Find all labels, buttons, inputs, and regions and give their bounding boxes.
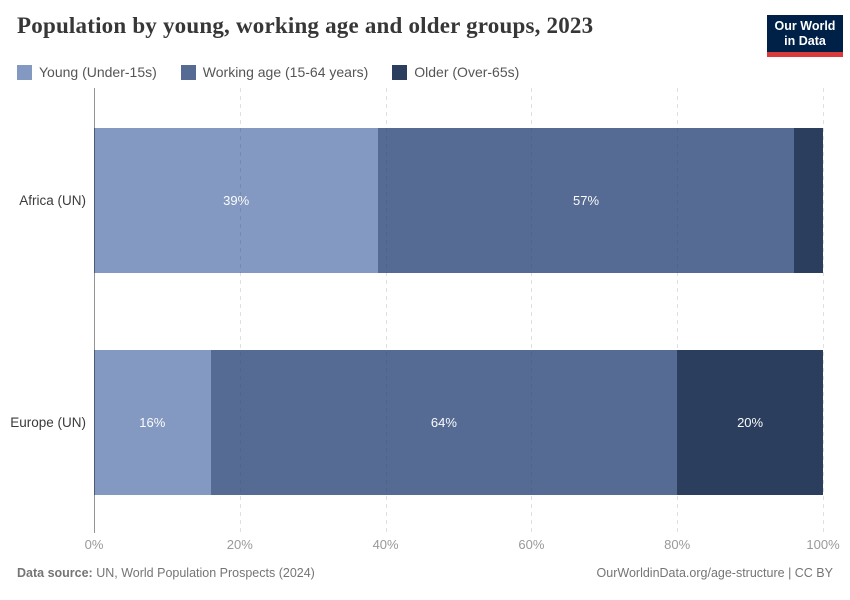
chart-title: Population by young, working age and old…: [17, 13, 594, 38]
owid-logo-line1: Our World: [774, 19, 836, 33]
gridline: [677, 88, 679, 533]
legend-swatch-icon: [180, 64, 196, 80]
x-tick-label: 40%: [372, 537, 399, 552]
legend-item[interactable]: Working age (15-64 years): [180, 64, 369, 80]
data-source-note: Data source: UN, World Population Prospe…: [17, 566, 315, 580]
bar-row: 16% 64% 20%: [94, 350, 823, 495]
bar-row: 39% 57%: [94, 128, 823, 273]
gridline: [239, 88, 241, 533]
bar-segment[interactable]: 64%: [210, 350, 678, 495]
y-axis-category-label: Africa (UN): [19, 192, 86, 208]
x-tick-label: 0%: [84, 537, 104, 552]
owid-logo[interactable]: Our World in Data: [767, 15, 843, 57]
bar-segment[interactable]: 57%: [378, 128, 794, 273]
x-tick-label: 100%: [806, 537, 840, 552]
bar-value-label: 20%: [737, 415, 764, 430]
x-axis-labels: 0% 20% 40% 60% 80% 100%: [85, 537, 840, 553]
x-tick-label: 80%: [664, 537, 691, 552]
gridline: [823, 88, 824, 533]
owid-url-link[interactable]: OurWorldinData.org/age-structure | CC BY: [596, 566, 833, 580]
legend-swatch-icon: [392, 64, 408, 80]
owid-logo-line2: in Data: [784, 34, 826, 48]
bar-value-label: 64%: [430, 415, 457, 430]
x-tick-label: 60%: [518, 537, 545, 552]
chart-legend: Young (Under-15s) Working age (15-64 year…: [17, 64, 519, 80]
bar-segment[interactable]: [793, 128, 823, 273]
bar-value-label: 57%: [573, 193, 600, 208]
plot-area: 39% 57% 16% 64% 20%: [94, 88, 824, 533]
legend-label: Young (Under-15s): [39, 64, 157, 80]
gridline: [531, 88, 533, 533]
data-source-text: UN, World Population Prospects (2024): [96, 566, 315, 580]
legend-swatch-icon: [17, 64, 32, 80]
legend-label: Working age (15-64 years): [202, 64, 369, 80]
y-axis-category-label: Europe (UN): [10, 414, 86, 430]
bar-value-label: 16%: [139, 415, 166, 430]
legend-item[interactable]: Older (Over-65s): [392, 64, 519, 80]
chart-footer: Data source: UN, World Population Prospe…: [17, 566, 833, 580]
gridline: [94, 88, 95, 533]
data-source-label: Data source:: [17, 566, 93, 580]
legend-item[interactable]: Young (Under-15s): [17, 64, 157, 80]
bar-segment[interactable]: 16%: [94, 350, 211, 495]
bar-segment[interactable]: 20%: [677, 350, 823, 495]
bar-value-label: 39%: [223, 193, 250, 208]
bar-segment[interactable]: 39%: [94, 128, 379, 273]
chart-area: 39% 57% 16% 64% 20% Africa (UN) Europe (UN): [0, 88, 850, 533]
x-tick-label: 20%: [226, 537, 253, 552]
legend-label: Older (Over-65s): [414, 64, 520, 80]
gridline: [385, 88, 387, 533]
